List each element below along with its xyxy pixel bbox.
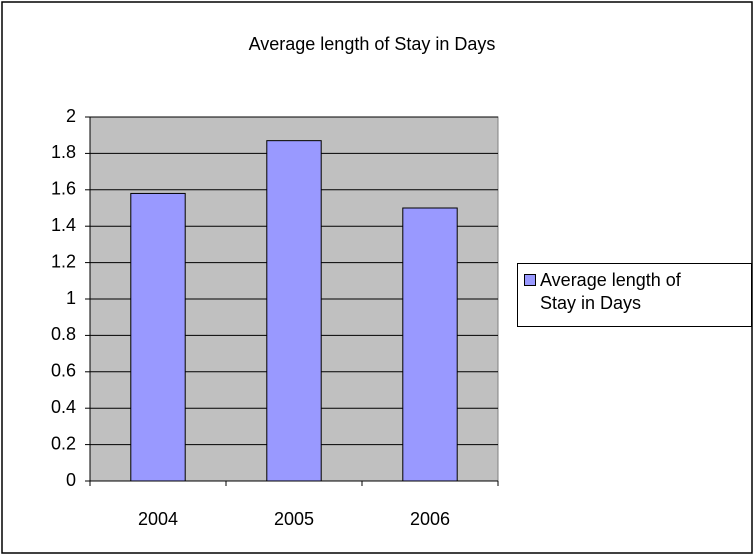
y-tick-label: 0 xyxy=(66,470,76,490)
y-tick-label: 0.2 xyxy=(51,433,76,453)
bar xyxy=(402,207,458,482)
x-tick-label: 2006 xyxy=(410,509,450,529)
y-tick-label: 0.8 xyxy=(51,324,76,344)
bar xyxy=(130,192,186,482)
x-tick-label: 2004 xyxy=(138,509,178,529)
y-tick-label: 2 xyxy=(66,106,76,126)
legend: Average length of Stay in Days xyxy=(517,263,752,327)
y-tick-label: 0.4 xyxy=(51,397,76,417)
x-tick-label: 2005 xyxy=(274,509,314,529)
y-tick-label: 1.4 xyxy=(51,215,76,235)
y-tick-label: 1.8 xyxy=(51,142,76,162)
y-tick-label: 1 xyxy=(66,288,76,308)
y-tick-label: 1.2 xyxy=(51,251,76,271)
legend-label: Average length of Stay in Days xyxy=(540,270,681,313)
bar xyxy=(266,140,322,482)
chart-title: Average length of Stay in Days xyxy=(249,34,496,54)
y-tick-label: 1.6 xyxy=(51,179,76,199)
legend-swatch xyxy=(524,274,536,286)
y-tick-label: 0.6 xyxy=(51,361,76,381)
